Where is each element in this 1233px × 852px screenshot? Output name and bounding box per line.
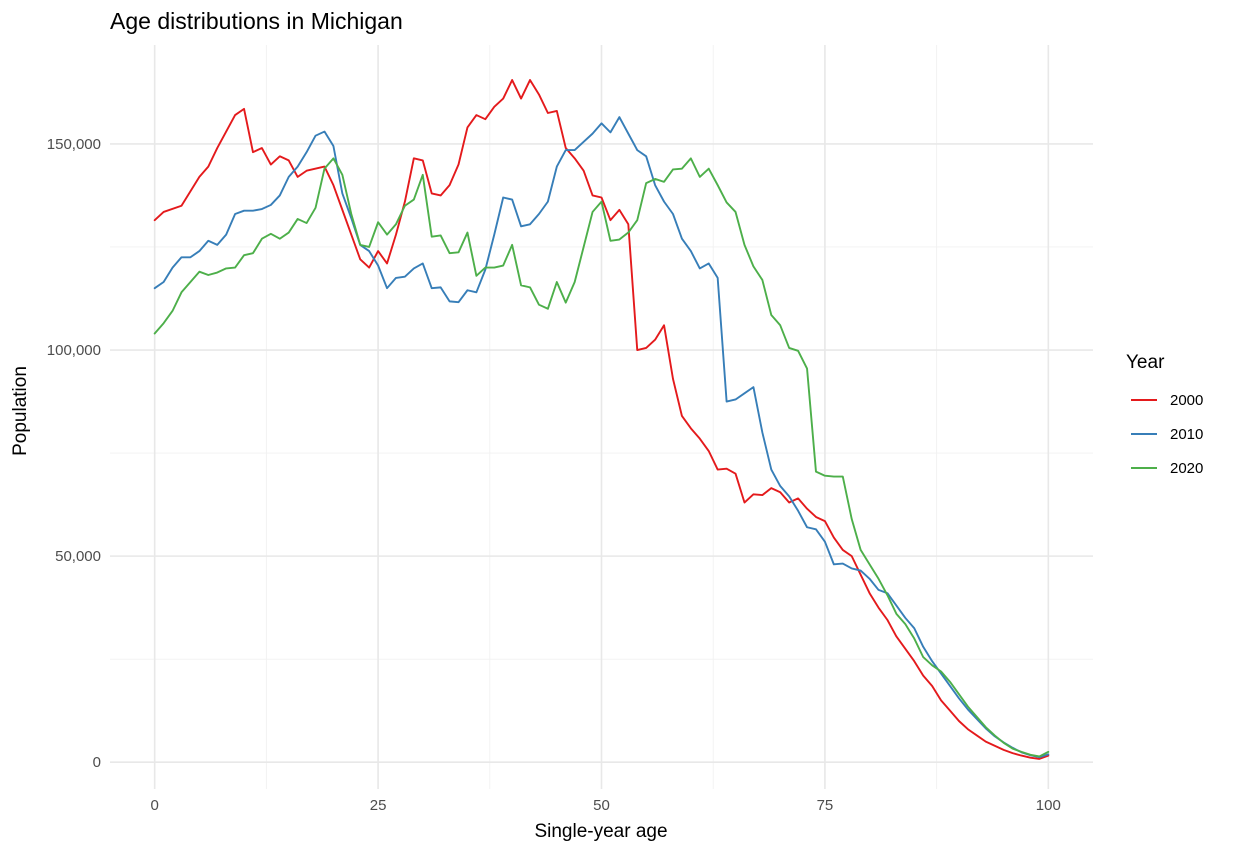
legend-title: Year [1126, 352, 1165, 373]
legend-items: 2000 2010 2020 [1131, 392, 1203, 477]
y-tick-label: 50,000 [55, 548, 101, 565]
x-tick-label: 75 [817, 797, 834, 814]
axis-layer: 0 25 50 75 100 0 50,000 100,000 150,000 [47, 136, 1061, 814]
series-line-2000 [153, 79, 1050, 760]
legend-label-2010: 2010 [1170, 426, 1203, 443]
y-tick-label: 150,000 [47, 136, 101, 153]
x-tick-label: 100 [1036, 797, 1061, 814]
y-axis-title: Population [10, 366, 31, 456]
grid-layer [110, 45, 1093, 789]
series-lines [153, 79, 1050, 760]
y-tick-label: 0 [93, 754, 101, 771]
legend: Year 2000 2010 2020 [1126, 352, 1203, 477]
x-tick-label: 50 [593, 797, 610, 814]
series-line-2020 [153, 157, 1050, 758]
series-line-2010 [153, 116, 1050, 759]
legend-label-2000: 2000 [1170, 392, 1203, 409]
legend-label-2020: 2020 [1170, 460, 1203, 477]
y-tick-label: 100,000 [47, 342, 101, 359]
x-axis-title: Single-year age [534, 821, 667, 842]
chart-title: Age distributions in Michigan [110, 8, 403, 34]
x-tick-label: 0 [151, 797, 159, 814]
x-tick-label: 25 [370, 797, 387, 814]
